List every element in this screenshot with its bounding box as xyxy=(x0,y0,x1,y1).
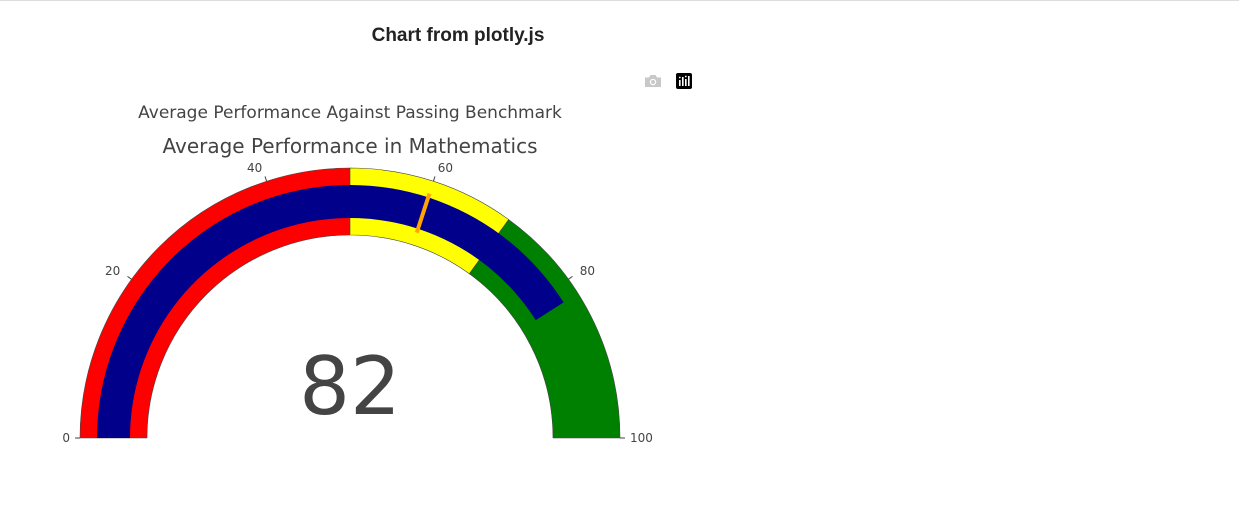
gauge-tick-mark-4 xyxy=(568,275,573,280)
gauge-tick-mark-2 xyxy=(264,176,268,182)
top-divider xyxy=(0,0,1239,1)
gauge-title: Average Performance Against Passing Benc… xyxy=(138,103,562,123)
download-image-button[interactable] xyxy=(644,72,662,90)
gauge-tick-label: 100 xyxy=(630,431,653,445)
camera-icon xyxy=(645,75,661,87)
gauge-svg: 0 20 40 60 80 100 xyxy=(62,161,653,445)
gauge-tick-mark-1 xyxy=(127,275,132,280)
gauge-tick-label: 0 xyxy=(62,431,70,445)
gauge-tick-label: 40 xyxy=(247,161,262,175)
plotly-logo-icon xyxy=(676,73,692,89)
gauge-tick-label: 60 xyxy=(438,161,453,175)
plotly-logo-button[interactable] xyxy=(675,72,693,90)
gauge-value-bar xyxy=(96,184,564,438)
gauge-chart: 0 20 40 60 80 100 Average Performance Against… xyxy=(0,95,700,455)
gauge-tick-mark-3 xyxy=(432,176,436,182)
gauge-threshold-line xyxy=(414,192,432,234)
gauge-subtitle: Average Performance in Mathematics xyxy=(162,134,538,158)
gauge-tick-label: 80 xyxy=(580,264,595,278)
gauge-value: 82 xyxy=(299,340,401,433)
gauge-tick-label: 20 xyxy=(105,264,120,278)
modebar xyxy=(644,72,693,90)
page-title: Chart from plotly.js xyxy=(371,25,545,46)
gauge-step-0 xyxy=(79,167,351,439)
